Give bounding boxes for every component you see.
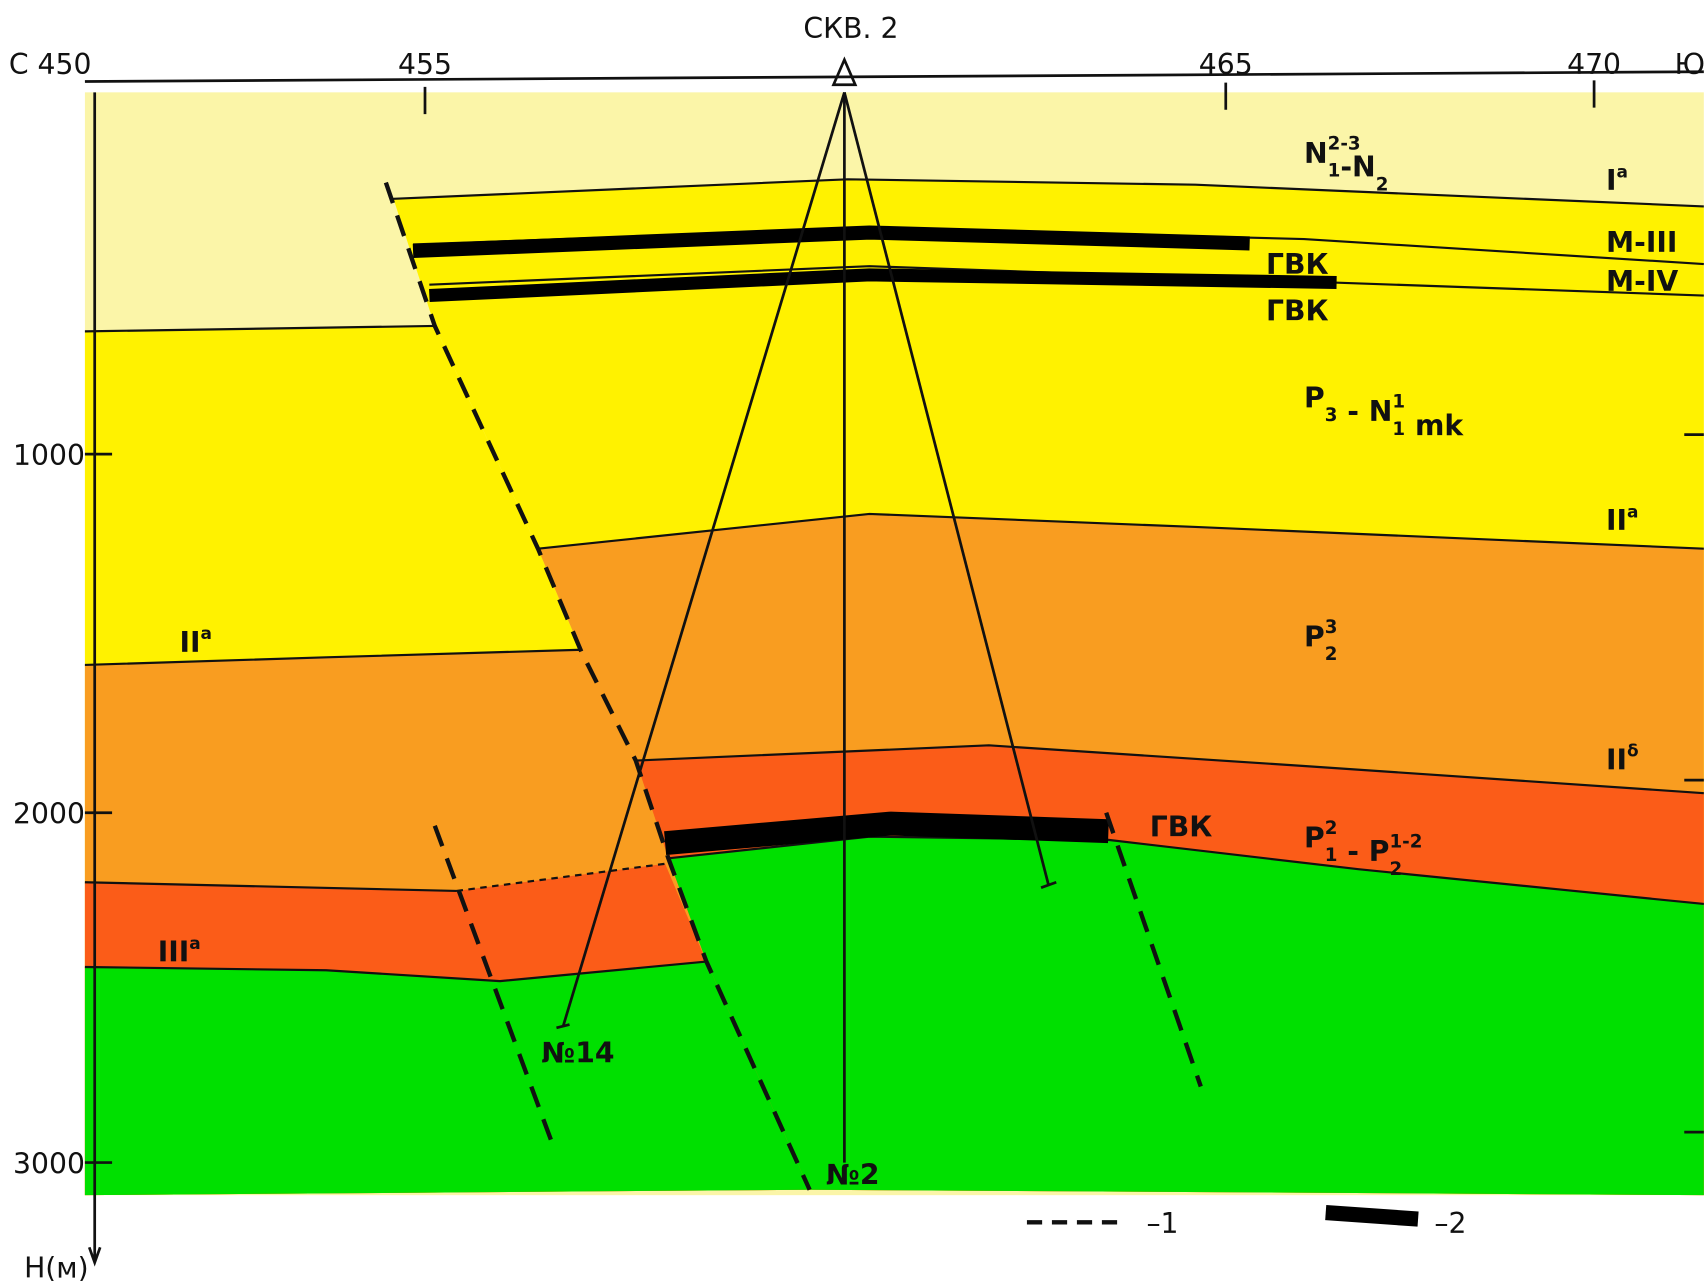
label-sup: a bbox=[200, 623, 211, 643]
label-sub: 1 bbox=[1325, 845, 1338, 866]
label-part: ГВК bbox=[1150, 811, 1213, 844]
legend-label: –1 bbox=[1146, 1207, 1178, 1240]
label-sub: 1 bbox=[1328, 161, 1341, 182]
depth-unit: H(м) bbox=[24, 1252, 89, 1281]
label-sup: a bbox=[189, 933, 200, 953]
label-part: - P bbox=[1337, 835, 1389, 868]
legend-label: –2 bbox=[1434, 1207, 1466, 1240]
label-sup: 1 bbox=[1392, 391, 1405, 412]
label-part: №2 bbox=[826, 1158, 880, 1191]
label-part: P bbox=[1304, 381, 1325, 414]
layers bbox=[85, 92, 1704, 1195]
depth-label: 2000 bbox=[13, 798, 85, 831]
layer bbox=[85, 962, 810, 1196]
layer-label: ГВК bbox=[1150, 811, 1213, 844]
layer-label: M-IV bbox=[1606, 265, 1678, 298]
label-part: ГВК bbox=[1266, 295, 1329, 328]
well-label: СКВ. 2 bbox=[803, 12, 898, 45]
label-part: -N bbox=[1340, 151, 1375, 184]
label-sub: 2 bbox=[1376, 174, 1389, 195]
label-sub: 2 bbox=[1389, 859, 1402, 880]
label-sup: δ bbox=[1627, 741, 1639, 761]
scale-label: Ю bbox=[1674, 48, 1704, 81]
label-part: II bbox=[179, 626, 200, 659]
scale-label: 465 bbox=[1199, 48, 1253, 81]
label-sub: 2 bbox=[1325, 644, 1338, 665]
label-part: M-III bbox=[1606, 226, 1677, 259]
label-part: N bbox=[1304, 137, 1328, 170]
label-sup: 3 bbox=[1325, 617, 1338, 638]
depth-label: 3000 bbox=[13, 1147, 85, 1180]
label-part: ГВК bbox=[1266, 248, 1329, 281]
label-part: P bbox=[1304, 620, 1325, 653]
layer-label: №14 bbox=[541, 1037, 614, 1070]
depth-label: 1000 bbox=[13, 439, 85, 472]
label-part: I bbox=[1606, 164, 1617, 197]
label-sup: 1-2 bbox=[1389, 831, 1422, 852]
label-part: - N bbox=[1337, 395, 1392, 428]
label-part: mk bbox=[1405, 409, 1464, 442]
layer-label: M-III bbox=[1606, 226, 1677, 259]
label-sup: a bbox=[1627, 502, 1638, 522]
scale-label: С 450 bbox=[9, 48, 92, 81]
label-part: M-IV bbox=[1606, 265, 1678, 298]
section: СКВ. 2С 450455465470Ю100020003000H(м)N2-… bbox=[0, 0, 1704, 1281]
layer bbox=[668, 837, 1703, 1196]
layer-label: №2 bbox=[826, 1158, 880, 1191]
label-sup: 2 bbox=[1325, 818, 1338, 839]
label-part: II bbox=[1606, 504, 1627, 537]
label-part: №14 bbox=[541, 1037, 614, 1070]
layer-label: ГВК bbox=[1266, 295, 1329, 328]
scale-label: 470 bbox=[1567, 48, 1621, 81]
layer-label: ГВК bbox=[1266, 248, 1329, 281]
label-sub: 3 bbox=[1325, 405, 1338, 426]
scale-label: 455 bbox=[398, 48, 452, 81]
legend bbox=[1027, 1213, 1418, 1223]
label-sup: a bbox=[1617, 161, 1628, 181]
label-part: III bbox=[158, 936, 190, 969]
label-sub: 1 bbox=[1392, 419, 1405, 440]
label-part: P bbox=[1304, 821, 1325, 854]
label-part: II bbox=[1606, 743, 1627, 776]
